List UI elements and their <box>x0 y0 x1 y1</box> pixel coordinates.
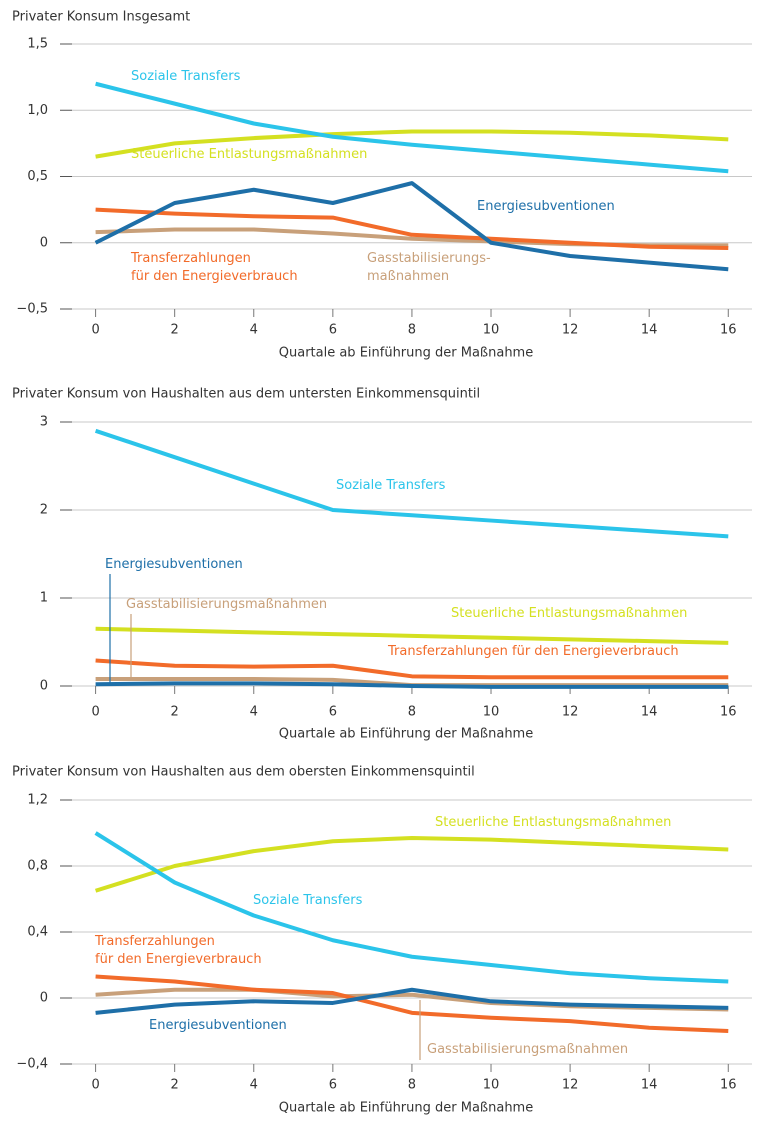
line-series <box>95 207 729 251</box>
x-tick-label: 16 <box>720 1078 737 1093</box>
series-label: Soziale Transfers <box>253 893 363 908</box>
series-label: Energiesubventionen <box>477 199 615 214</box>
y-tick-label: 0 <box>40 679 48 694</box>
x-tick-label: 14 <box>641 323 658 338</box>
chart-title: Privater Konsum von Haushalten aus dem u… <box>12 387 480 402</box>
line-series <box>94 835 729 893</box>
line-series <box>95 129 729 159</box>
x-tick-label: 10 <box>483 323 500 338</box>
x-tick-label: 6 <box>329 705 337 720</box>
series-label: Steuerliche Entlastungsmaßnahmen <box>451 606 688 621</box>
x-tick-label: 14 <box>641 705 658 720</box>
x-tick-label: 16 <box>720 323 737 338</box>
x-tick-label: 0 <box>91 705 99 720</box>
x-tick-label: 14 <box>641 1078 658 1093</box>
series-label: Energiesubventionen <box>149 1018 287 1033</box>
x-tick-label: 12 <box>562 1078 579 1093</box>
y-tick-label: 1,5 <box>27 37 48 52</box>
x-tick-label: 4 <box>250 705 258 720</box>
line-series <box>95 681 729 689</box>
series-label: Energiesubventionen <box>105 557 243 572</box>
x-tick-label: 16 <box>720 705 737 720</box>
y-tick-label: 3 <box>40 415 48 430</box>
x-tick-label: 8 <box>408 1078 416 1093</box>
x-tick-label: 4 <box>250 1078 258 1093</box>
chart-title: Privater Konsum von Haushalten aus dem o… <box>12 765 475 780</box>
line-series <box>94 428 729 539</box>
y-tick-label: 1,2 <box>27 793 48 808</box>
series-label: Soziale Transfers <box>131 69 241 84</box>
x-tick-label: 8 <box>408 705 416 720</box>
y-tick-label: 1 <box>40 591 48 606</box>
series-label: Gasstabilisierungsmaßnahmen <box>126 597 328 612</box>
line-series <box>95 626 729 645</box>
y-tick-label: 0 <box>40 235 48 250</box>
x-tick-label: 2 <box>171 1078 179 1093</box>
line-series <box>94 831 729 984</box>
series-label: Soziale Transfers <box>336 478 446 493</box>
x-axis-label: Quartale ab Einführung der Maßnahme <box>279 727 533 742</box>
x-tick-label: 0 <box>91 1078 99 1093</box>
line-series <box>95 658 729 680</box>
x-tick-label: 0 <box>91 323 99 338</box>
series-label: Gasstabilisierungs- maßnahmen <box>367 251 491 284</box>
x-axis-label: Quartale ab Einführung der Maßnahme <box>279 1101 533 1116</box>
series-label: Gasstabilisierungsmaßnahmen <box>427 1042 629 1057</box>
x-tick-label: 6 <box>329 1078 337 1093</box>
x-tick-label: 6 <box>329 323 337 338</box>
x-tick-label: 8 <box>408 323 416 338</box>
x-tick-label: 10 <box>483 1078 500 1093</box>
series-label: Steuerliche Entlastungsmaßnahmen <box>131 147 368 162</box>
x-tick-label: 10 <box>483 705 500 720</box>
x-axis-label: Quartale ab Einführung der Maßnahme <box>279 346 533 361</box>
series-label: Transferzahlungen für den Energieverbrau… <box>95 934 262 967</box>
y-tick-label: −0,5 <box>16 302 48 317</box>
line-series <box>94 181 729 272</box>
x-tick-label: 2 <box>171 705 179 720</box>
x-tick-label: 4 <box>250 323 258 338</box>
y-tick-label: −0,4 <box>16 1057 48 1072</box>
line-series <box>95 974 729 1033</box>
y-tick-label: 0,4 <box>27 925 48 940</box>
y-tick-label: 1,0 <box>27 103 48 118</box>
y-tick-label: 0,5 <box>27 169 48 184</box>
series-label: Transferzahlungen für den Energieverbrau… <box>388 644 679 659</box>
x-tick-label: 2 <box>171 323 179 338</box>
series-label: Steuerliche Entlastungsmaßnahmen <box>435 815 672 830</box>
line-series <box>95 987 729 1015</box>
x-tick-label: 12 <box>562 323 579 338</box>
chart-title: Privater Konsum Insgesamt <box>12 10 190 25</box>
y-tick-label: 2 <box>40 503 48 518</box>
y-tick-label: 0,8 <box>27 859 48 874</box>
x-tick-label: 12 <box>562 705 579 720</box>
y-tick-label: 0 <box>40 991 48 1006</box>
series-label: Transferzahlungen für den Energieverbrau… <box>131 251 298 284</box>
line-series <box>95 81 729 174</box>
